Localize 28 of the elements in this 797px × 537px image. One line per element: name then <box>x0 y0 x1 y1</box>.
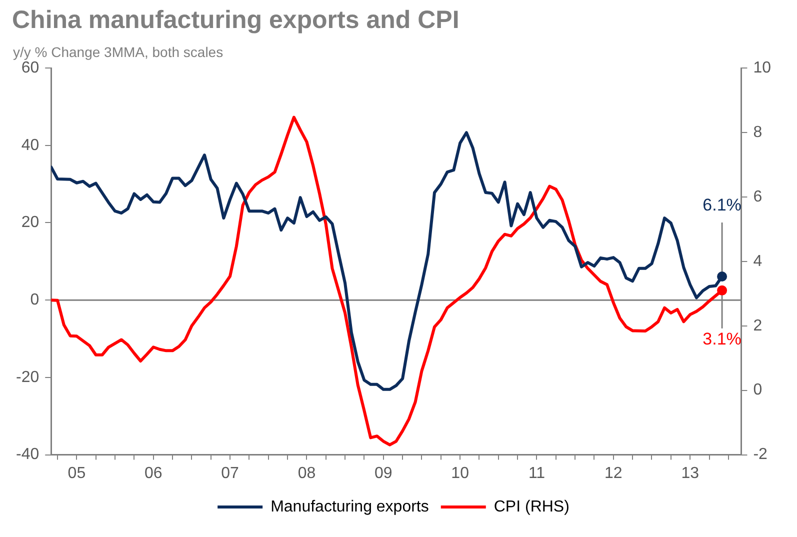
y2-tick-label: 0 <box>753 382 762 399</box>
chart-subtitle: y/y % Change 3MMA, both scales <box>13 44 224 60</box>
chart-title: China manufacturing exports and CPI <box>12 6 460 35</box>
y2-tick-label: 10 <box>753 59 772 76</box>
legend-label: Manufacturing exports <box>270 498 429 516</box>
y2-tick-label: 8 <box>753 124 762 141</box>
x-tick-label: 12 <box>604 464 622 482</box>
y-tick-label: -20 <box>16 368 40 386</box>
y-tick-label: 60 <box>21 59 40 76</box>
x-tick-label: 08 <box>298 464 316 482</box>
x-tick-label: 13 <box>681 464 700 482</box>
y-tick-label: 40 <box>21 136 40 154</box>
x-tick-label: 06 <box>144 464 162 482</box>
y2-tick-label: 4 <box>753 252 762 270</box>
y2-tick-label: -2 <box>753 446 768 464</box>
x-tick-label: 10 <box>451 464 470 482</box>
x-tick-label: 07 <box>221 464 240 482</box>
data-label: 6.1% <box>702 196 742 215</box>
x-tick-label: 09 <box>374 464 392 482</box>
y-tick-label: -40 <box>16 446 40 464</box>
data-label: 3.1% <box>702 330 742 349</box>
y2-tick-label: 2 <box>753 317 762 334</box>
y-tick-label: 20 <box>21 214 40 232</box>
legend-label: CPI (RHS) <box>494 498 570 516</box>
y-tick-label: 0 <box>30 291 40 308</box>
x-tick-label: 05 <box>68 464 86 482</box>
y2-tick-label: 6 <box>753 188 762 206</box>
x-tick-label: 11 <box>528 464 546 482</box>
